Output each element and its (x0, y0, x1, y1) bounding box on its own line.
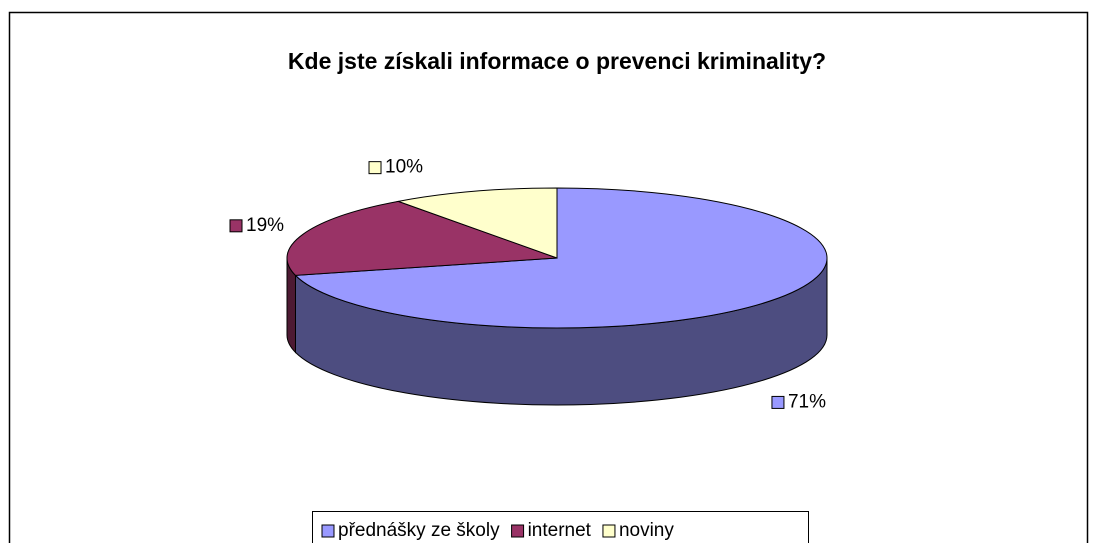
legend-swatch (602, 524, 616, 538)
pie-slice (294, 187, 828, 329)
value-label-swatch (229, 219, 243, 233)
value-label: 10% (385, 157, 423, 178)
legend-label: internet (528, 520, 592, 541)
legend-box (312, 511, 809, 543)
pie-slice (286, 200, 558, 276)
value-label-swatch (368, 161, 382, 175)
value-label: 71% (788, 391, 826, 412)
legend-swatch (321, 524, 335, 538)
chart-title: Kde jste získali informace o prevenci kr… (288, 48, 826, 74)
value-label-swatch (771, 395, 785, 409)
legend-label: přednášky ze školy (338, 520, 500, 541)
pie-slice (396, 187, 558, 259)
value-label: 19% (246, 215, 284, 236)
legend-label: noviny (619, 520, 674, 541)
legend-swatch (511, 524, 525, 538)
